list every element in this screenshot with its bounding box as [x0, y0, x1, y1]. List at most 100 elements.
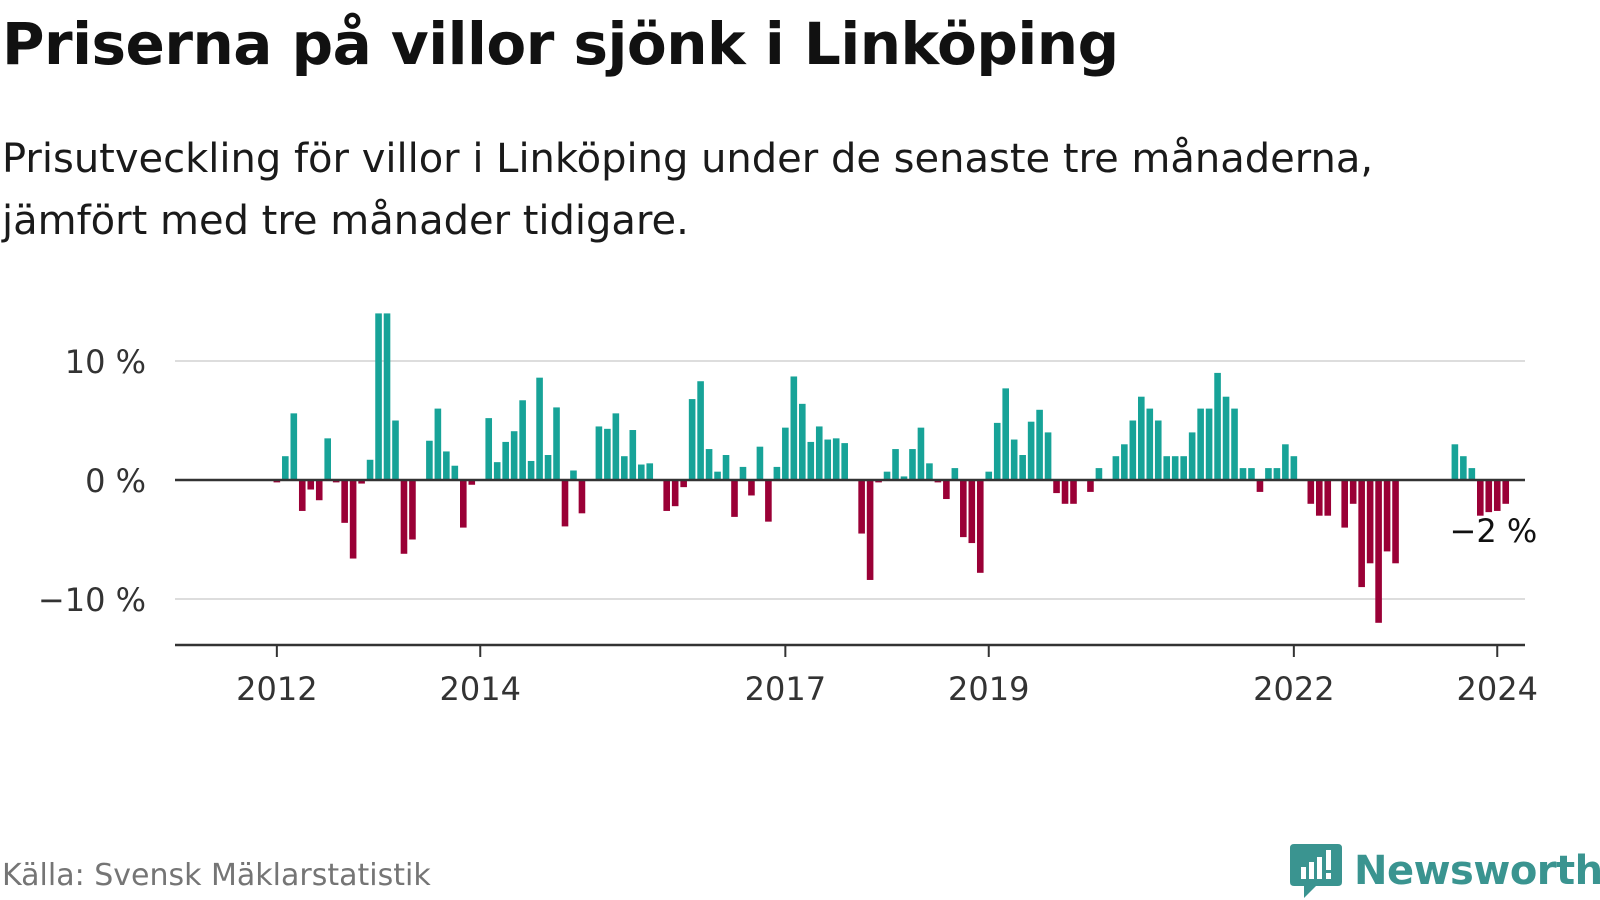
bar — [307, 480, 315, 490]
brand[interactable]: Newsworthy — [1290, 842, 1600, 900]
bar — [375, 313, 382, 480]
y-tick-label: 0 % — [85, 462, 146, 500]
bar — [527, 460, 535, 480]
bar — [1485, 480, 1493, 513]
bar — [1341, 480, 1348, 528]
bar — [1222, 396, 1230, 480]
bar — [671, 480, 679, 507]
bar — [612, 413, 620, 480]
bar — [1307, 480, 1315, 504]
bar — [604, 428, 611, 480]
bar — [570, 470, 577, 480]
bar — [1324, 480, 1332, 516]
bar — [1121, 444, 1128, 480]
bar — [324, 438, 331, 480]
bar — [1493, 480, 1501, 511]
bar — [383, 313, 391, 480]
bar — [739, 466, 747, 480]
bar — [290, 413, 298, 480]
bar — [1061, 480, 1069, 504]
bar — [1154, 420, 1162, 480]
bar — [765, 480, 772, 522]
bar — [799, 403, 806, 480]
bar — [1460, 456, 1467, 480]
bar — [502, 441, 509, 480]
data-label: −2 % — [1450, 512, 1538, 550]
bar — [341, 480, 348, 523]
bar — [1010, 439, 1018, 480]
bar — [561, 480, 569, 527]
bar — [409, 480, 416, 540]
source-note: Källa: Svensk Mäklarstatistik — [2, 858, 431, 893]
bar — [985, 471, 993, 480]
bar — [926, 463, 933, 480]
bar — [697, 381, 704, 480]
bar — [714, 471, 721, 480]
bar — [1188, 432, 1196, 480]
bar — [1112, 456, 1120, 480]
bar — [909, 449, 916, 480]
bar — [1502, 480, 1510, 504]
bar-chart: 10 % 0 % −10 % 2012 2014 2017 2019 2022 2024 −2… — [38, 313, 1538, 708]
y-tick-label: 10 % — [65, 343, 146, 381]
bar — [866, 480, 874, 580]
bar — [460, 480, 467, 528]
bar — [1358, 480, 1365, 588]
bar — [1002, 388, 1009, 480]
bar — [553, 407, 560, 480]
bar — [637, 464, 645, 480]
x-tick-label: 2024 — [1457, 670, 1538, 708]
bar — [960, 480, 967, 538]
bar — [434, 408, 442, 480]
bar — [782, 427, 789, 480]
bars — [273, 313, 1510, 623]
chart-subtitle: Prisutveckling för villor i Linköping un… — [2, 136, 1374, 244]
bar — [1027, 421, 1035, 480]
bar — [1451, 444, 1459, 480]
bar — [1477, 480, 1484, 516]
chart-title: Priserna på villor sjönk i Linköping — [2, 10, 1119, 78]
bar — [841, 443, 848, 480]
bar — [595, 426, 603, 480]
bar — [426, 440, 433, 480]
bar — [1248, 468, 1255, 480]
bar — [756, 446, 764, 480]
x-tick-label: 2019 — [948, 670, 1029, 708]
bar — [493, 462, 501, 480]
bar — [1349, 480, 1357, 504]
bar — [400, 480, 408, 554]
bar — [485, 418, 493, 480]
bar — [1180, 456, 1187, 480]
bar — [1273, 468, 1281, 480]
x-tick-label: 2022 — [1253, 670, 1334, 708]
bar — [315, 480, 323, 501]
bar — [943, 480, 950, 500]
bar — [1146, 408, 1154, 480]
annotations: −2 % — [1450, 512, 1538, 550]
x-axis-labels: 2012 2014 2017 2019 2022 2024 — [236, 645, 1538, 708]
bar — [1231, 408, 1238, 480]
gridlines — [175, 360, 1525, 600]
bar — [451, 465, 459, 480]
bar — [993, 422, 1001, 480]
bar — [773, 466, 781, 480]
y-tick-label: −10 % — [38, 581, 146, 619]
newsworthy-logo-icon — [1290, 844, 1342, 898]
bar — [510, 431, 518, 480]
bar — [1265, 468, 1272, 480]
bar — [1392, 480, 1399, 564]
bar — [976, 480, 984, 573]
bar — [544, 455, 552, 480]
bar — [832, 438, 840, 480]
bar — [536, 377, 543, 480]
bar — [892, 449, 899, 480]
bar — [680, 480, 687, 488]
bar — [282, 456, 289, 480]
bar — [1290, 456, 1298, 480]
bar — [349, 480, 357, 559]
bar — [688, 399, 696, 480]
bar — [722, 455, 730, 480]
bar — [1171, 456, 1179, 480]
bar — [1197, 408, 1204, 480]
bar — [917, 427, 925, 480]
